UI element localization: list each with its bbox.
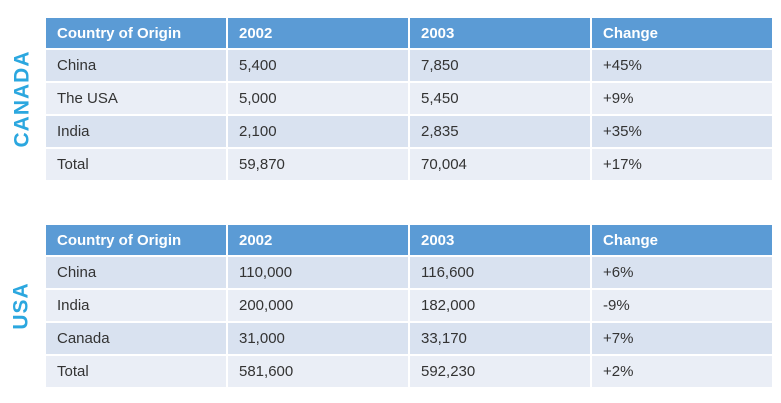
- table-cell: 581,600: [228, 356, 408, 387]
- table-cell: Canada: [46, 323, 226, 354]
- table-cell: 2,100: [228, 116, 408, 147]
- table-cell: The USA: [46, 83, 226, 114]
- table-cell: -9%: [592, 290, 772, 321]
- table-cell: Total: [46, 356, 226, 387]
- header-cell-2002: 2002: [228, 225, 408, 255]
- table-cell: China: [46, 50, 226, 81]
- table-cell: China: [46, 257, 226, 288]
- table-row: India 200,000 182,000 -9%: [46, 290, 772, 321]
- header-cell-2003: 2003: [410, 18, 590, 48]
- canada-section: CANADA Country of Origin 2002 2003 Chang…: [0, 16, 781, 182]
- header-cell-2003: 2003: [410, 225, 590, 255]
- table-cell: +6%: [592, 257, 772, 288]
- table-cell: 110,000: [228, 257, 408, 288]
- table-cell: Total: [46, 149, 226, 180]
- table-cell: 31,000: [228, 323, 408, 354]
- table-row: China 110,000 116,600 +6%: [46, 257, 772, 288]
- side-label-usa: USA: [10, 282, 33, 330]
- table-cell: India: [46, 290, 226, 321]
- table-header-row: Country of Origin 2002 2003 Change: [46, 18, 772, 48]
- table-cell: India: [46, 116, 226, 147]
- header-cell-country: Country of Origin: [46, 18, 226, 48]
- header-cell-change: Change: [592, 18, 772, 48]
- table-cell: 5,000: [228, 83, 408, 114]
- table-cell: +35%: [592, 116, 772, 147]
- table-row: India 2,100 2,835 +35%: [46, 116, 772, 147]
- table-cell: 200,000: [228, 290, 408, 321]
- table-cell: 116,600: [410, 257, 590, 288]
- table-row: The USA 5,000 5,450 +9%: [46, 83, 772, 114]
- table-cell: 5,400: [228, 50, 408, 81]
- table-cell: 592,230: [410, 356, 590, 387]
- header-cell-2002: 2002: [228, 18, 408, 48]
- table-cell: +7%: [592, 323, 772, 354]
- table-row: Total 581,600 592,230 +2%: [46, 356, 772, 387]
- table-cell: +9%: [592, 83, 772, 114]
- table-cell: +45%: [592, 50, 772, 81]
- table-row: Total 59,870 70,004 +17%: [46, 149, 772, 180]
- header-cell-country: Country of Origin: [46, 225, 226, 255]
- usa-table: Country of Origin 2002 2003 Change China…: [44, 223, 774, 389]
- table-cell: 5,450: [410, 83, 590, 114]
- table-cell: 182,000: [410, 290, 590, 321]
- table-cell: 7,850: [410, 50, 590, 81]
- table-cell: 59,870: [228, 149, 408, 180]
- table-row: China 5,400 7,850 +45%: [46, 50, 772, 81]
- usa-label-column: USA: [0, 223, 44, 389]
- table-header-row: Country of Origin 2002 2003 Change: [46, 225, 772, 255]
- table-cell: +2%: [592, 356, 772, 387]
- canada-table: Country of Origin 2002 2003 Change China…: [44, 16, 774, 182]
- table-cell: 70,004: [410, 149, 590, 180]
- table-cell: +17%: [592, 149, 772, 180]
- table-cell: 2,835: [410, 116, 590, 147]
- table-cell: 33,170: [410, 323, 590, 354]
- header-cell-change: Change: [592, 225, 772, 255]
- table-row: Canada 31,000 33,170 +7%: [46, 323, 772, 354]
- usa-section: USA Country of Origin 2002 2003 Change C…: [0, 223, 781, 389]
- side-label-canada: CANADA: [10, 50, 33, 148]
- canada-label-column: CANADA: [0, 16, 44, 182]
